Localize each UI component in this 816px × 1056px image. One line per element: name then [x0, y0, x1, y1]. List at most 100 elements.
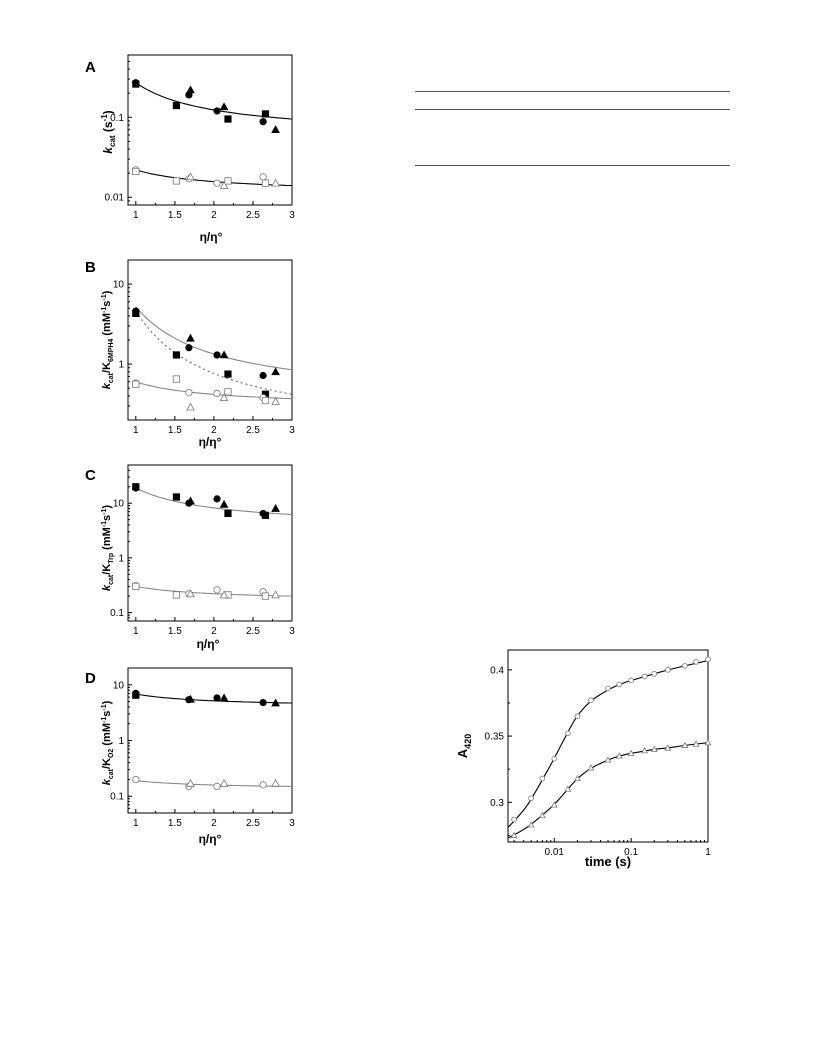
data-point-circle [628, 677, 634, 684]
data-point-triangle [271, 125, 280, 133]
data-point-triangle [186, 402, 195, 411]
y-axis-label: kcat (s-1) [100, 110, 117, 153]
fit-curve [507, 742, 709, 839]
data-point-triangle [692, 740, 700, 747]
data-point-triangle [186, 589, 195, 598]
x-tick-label: 2.5 [246, 626, 260, 637]
y-tick-label: 0.1 [110, 792, 124, 803]
data-point-triangle [550, 801, 558, 808]
y-tick-label: 1 [118, 553, 124, 564]
data-point-circle [616, 681, 623, 688]
x-tick-label: 1 [133, 818, 139, 829]
data-point-triangle [587, 764, 595, 771]
data-point-triangle [271, 178, 280, 187]
data-point-square [132, 483, 140, 491]
data-point-circle [213, 495, 221, 503]
data-point-square [132, 691, 140, 699]
data-point-square [172, 101, 181, 110]
x-tick-label: 1.5 [168, 626, 182, 637]
y-tick-label: 1 [118, 360, 124, 371]
panel-letter: A [85, 59, 96, 76]
data-point-square [172, 375, 181, 383]
panel-b-chart: B 1 1.5 2 2.5 3 1 10 kcat/K6MPH4 (mM-1s-1) η/η… [85, 259, 295, 449]
data-point-triangle [573, 774, 581, 782]
y-tick-label: 0.4 [490, 665, 504, 676]
table-top-rule [415, 91, 730, 92]
data-point-square [172, 351, 181, 359]
panel-letter: C [85, 467, 96, 484]
x-axis-label: η/η° [200, 230, 223, 244]
panel-a-chart: A 1 1.5 2 2.5 3 0.01 0.1 kcat (s-1) η/η° [85, 54, 295, 244]
data-point-triangle [271, 504, 280, 512]
x-tick-label: 0.01 [545, 847, 565, 858]
panel-c-chart: C 1 1.5 2 2.5 3 0.1 1 10 kcat/KTrp (mM-1s-1) η/… [85, 464, 295, 651]
data-point-triangle [219, 499, 229, 508]
data-point-square [261, 511, 270, 519]
table-header-rule [415, 109, 730, 110]
x-tick-label: 0.1 [624, 847, 638, 858]
y-tick-label: 10 [113, 499, 125, 510]
y-axis-label: kcat/KO2 (mM-1s-1) [101, 700, 115, 785]
x-axis-label: η/η° [199, 435, 222, 449]
x-tick-label: 2 [211, 425, 217, 436]
data-point-square [132, 380, 140, 388]
x-tick-label: 1 [133, 210, 139, 221]
x-tick-label: 1.5 [168, 425, 182, 436]
data-point-triangle [186, 778, 195, 787]
data-point-triangle [219, 693, 229, 702]
data-point-triangle [538, 811, 546, 819]
y-tick-label: 1 [118, 736, 124, 747]
y-axis-label: A420 [455, 734, 473, 758]
y-tick-label: 10 [113, 280, 125, 291]
data-point-circle [574, 713, 581, 720]
data-point-triangle [186, 172, 195, 181]
data-point-triangle [219, 102, 229, 111]
panel-e-chart: 0.01 0.1 1 0.3 0.35 0.4 A420 time (s) [455, 649, 712, 869]
data-point-circle [682, 663, 688, 669]
data-point-triangle [186, 333, 195, 342]
y-tick-label: 0.35 [485, 732, 505, 743]
data-point-triangle [186, 496, 195, 505]
plot-frame [127, 464, 293, 622]
data-point-circle [565, 730, 571, 737]
x-tick-label: 2.5 [246, 425, 260, 436]
data-point-square [224, 177, 232, 185]
data-point-circle [213, 389, 221, 398]
x-axis-label: time (s) [585, 854, 631, 869]
data-point-square [261, 396, 270, 405]
data-point-circle [213, 351, 221, 359]
fit-curve [135, 487, 293, 516]
data-point-triangle [704, 739, 712, 746]
plot-frame [127, 667, 293, 814]
data-point-square [132, 309, 140, 318]
data-point-triangle [271, 778, 280, 787]
data-point-circle [259, 698, 267, 707]
data-point-triangle [510, 831, 518, 838]
x-tick-label: 3 [289, 210, 295, 221]
data-point-circle [539, 775, 546, 782]
data-point-square [224, 388, 232, 396]
x-tick-label: 1.5 [168, 210, 182, 221]
data-point-triangle [564, 785, 572, 792]
data-point-triangle [650, 745, 658, 752]
data-point-square [224, 115, 232, 123]
data-point-triangle [627, 749, 635, 756]
fit-curve [135, 306, 293, 371]
data-point-square [132, 167, 140, 176]
data-point-circle [185, 389, 193, 397]
y-tick-label: 0.01 [105, 193, 125, 204]
data-point-circle [213, 586, 221, 594]
data-point-triangle [219, 393, 229, 402]
data-point-triangle [219, 181, 229, 189]
x-tick-label: 1 [705, 847, 711, 858]
data-point-circle [651, 671, 658, 677]
data-point-circle [213, 782, 221, 791]
x-tick-label: 2 [211, 210, 217, 221]
fit-curve [135, 310, 293, 395]
data-point-circle [551, 755, 558, 762]
data-point-circle [213, 107, 221, 115]
panel-d-chart: D 1 1.5 2 2.5 3 0.1 1 10 kcat/KO2 (mM-1s-1) η/η… [85, 667, 295, 846]
data-point-triangle [271, 367, 280, 376]
y-tick-label: 0.1 [110, 113, 124, 124]
x-axis-label: η/η° [199, 832, 222, 846]
